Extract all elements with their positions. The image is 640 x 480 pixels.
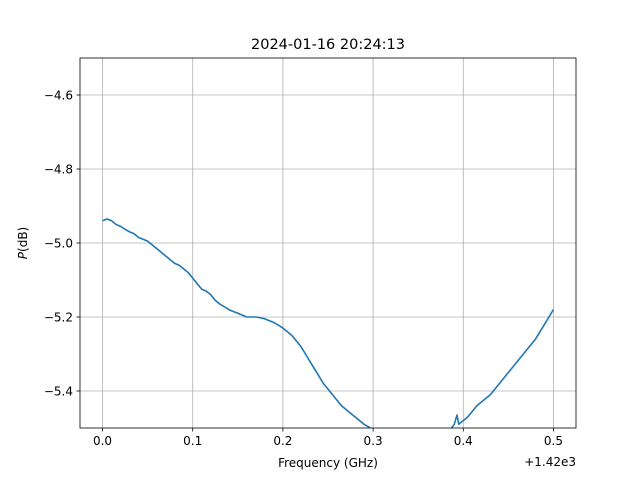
x-tick-label: 0.5 [544, 434, 563, 448]
x-tick-label: 0.1 [183, 434, 202, 448]
series-line [102, 218, 555, 428]
x-tick-label: 0.4 [454, 434, 473, 448]
ticks: 0.0 0.1 0.2 0.3 0.4 0.5 −4.6 −4.8 −5.0 −5.2 −5.4 [44, 89, 563, 449]
y-axis-label-unit: (dB) [16, 227, 30, 252]
x-tick-label: 0.2 [273, 434, 292, 448]
x-tick-label: 0.3 [364, 434, 383, 448]
y-tick-label: −4.8 [44, 163, 73, 177]
x-tick-label: 0.0 [93, 434, 112, 448]
y-tick-label: −5.2 [44, 311, 73, 325]
y-axis-label: P(dB) [16, 227, 30, 259]
y-tick-label: −5.0 [44, 237, 73, 251]
x-offset-label: +1.42e3 [524, 455, 576, 469]
y-tick-label: −5.4 [44, 385, 73, 399]
y-axis-label-var: P [16, 251, 30, 259]
y-tick-label: −4.6 [44, 89, 73, 103]
grid [80, 58, 576, 428]
series-layer [102, 218, 555, 428]
chart-title: 2024-01-16 20:24:13 [251, 37, 405, 53]
x-axis-label: Frequency (GHz) [278, 456, 378, 470]
